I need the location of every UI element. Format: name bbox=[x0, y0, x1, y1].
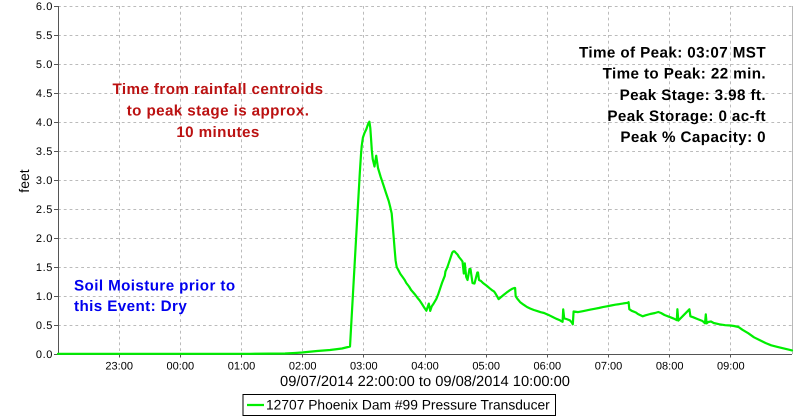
svg-text:04:00: 04:00 bbox=[411, 361, 439, 373]
svg-text:05:00: 05:00 bbox=[472, 361, 500, 373]
svg-text:this Event: Dry: this Event: Dry bbox=[74, 298, 187, 315]
svg-text:0.0: 0.0 bbox=[36, 349, 53, 361]
svg-text:2.0: 2.0 bbox=[36, 233, 53, 245]
svg-text:00:00: 00:00 bbox=[167, 361, 195, 373]
svg-text:4.5: 4.5 bbox=[36, 88, 53, 100]
svg-text:03:00: 03:00 bbox=[350, 361, 378, 373]
svg-text:12707 Phoenix Dam #99 Pressure: 12707 Phoenix Dam #99 Pressure Transduce… bbox=[266, 398, 550, 413]
svg-text:Time from rainfall centroids: Time from rainfall centroids bbox=[113, 81, 324, 98]
svg-text:Peak Stage: 3.98 ft.: Peak Stage: 3.98 ft. bbox=[620, 87, 766, 104]
svg-text:to peak stage is approx.: to peak stage is approx. bbox=[127, 103, 310, 120]
svg-text:4.0: 4.0 bbox=[36, 117, 53, 129]
svg-text:02:00: 02:00 bbox=[289, 361, 317, 373]
svg-text:5.0: 5.0 bbox=[36, 59, 53, 71]
svg-text:Peak % Capacity: 0: Peak % Capacity: 0 bbox=[620, 129, 766, 146]
svg-text:3.0: 3.0 bbox=[36, 175, 53, 187]
svg-text:Time of Peak: 03:07 MST: Time of Peak: 03:07 MST bbox=[579, 45, 766, 62]
svg-text:2.5: 2.5 bbox=[36, 204, 53, 216]
svg-text:3.5: 3.5 bbox=[36, 146, 53, 158]
svg-text:10 minutes: 10 minutes bbox=[176, 124, 259, 141]
svg-text:09:00: 09:00 bbox=[717, 361, 745, 373]
svg-text:09/07/2014 22:00:00 to 09/08/2: 09/07/2014 22:00:00 to 09/08/2014 10:00:… bbox=[280, 374, 570, 390]
svg-text:1.0: 1.0 bbox=[36, 291, 53, 303]
svg-text:5.5: 5.5 bbox=[36, 30, 53, 42]
svg-text:1.5: 1.5 bbox=[36, 262, 53, 274]
svg-text:Time to Peak: 22 min.: Time to Peak: 22 min. bbox=[603, 66, 766, 83]
svg-text:6.0: 6.0 bbox=[36, 1, 53, 13]
svg-text:Peak Storage: 0 ac-ft: Peak Storage: 0 ac-ft bbox=[607, 108, 766, 125]
svg-text:feet: feet bbox=[16, 169, 32, 192]
svg-text:08:00: 08:00 bbox=[656, 361, 684, 373]
svg-text:01:00: 01:00 bbox=[228, 361, 256, 373]
svg-text:Soil Moisture prior to: Soil Moisture prior to bbox=[74, 278, 236, 295]
svg-text:06:00: 06:00 bbox=[534, 361, 562, 373]
svg-text:0.5: 0.5 bbox=[36, 320, 53, 332]
svg-text:07:00: 07:00 bbox=[595, 361, 623, 373]
svg-text:23:00: 23:00 bbox=[105, 361, 133, 373]
